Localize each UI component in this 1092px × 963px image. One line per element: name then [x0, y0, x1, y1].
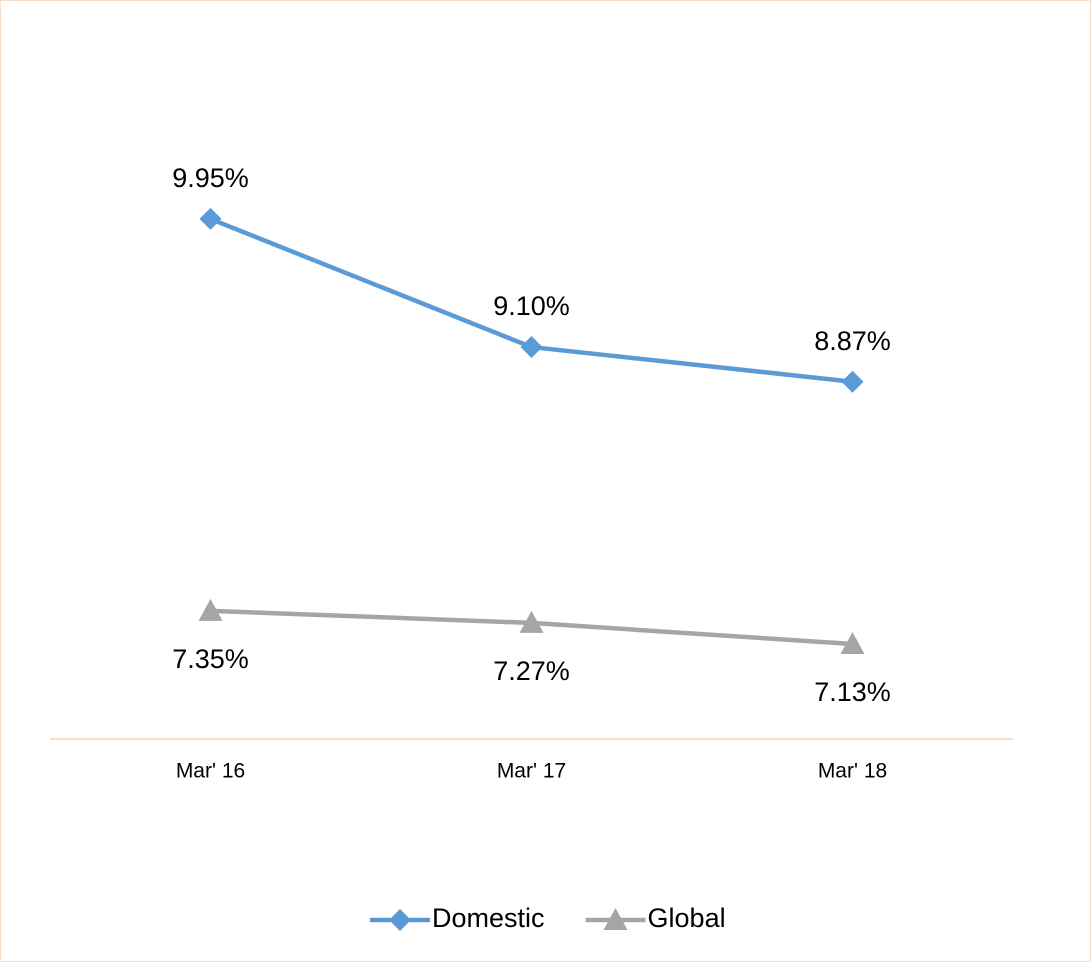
- diamond-marker: [841, 370, 864, 393]
- data-label: 8.87%: [814, 326, 891, 356]
- diamond-marker: [520, 336, 543, 359]
- x-tick-label: Mar' 16: [176, 760, 245, 783]
- x-tick-label: Mar' 18: [818, 760, 887, 783]
- data-label: 7.35%: [172, 644, 249, 674]
- x-tick-label: Mar' 17: [497, 760, 566, 783]
- data-label: 7.13%: [814, 677, 891, 707]
- triangle-marker: [840, 632, 865, 655]
- legend-label: Domestic: [432, 903, 545, 933]
- diamond-marker: [199, 207, 222, 230]
- data-label: 7.27%: [493, 656, 570, 686]
- legend-label: Global: [648, 903, 726, 933]
- data-label: 9.95%: [172, 163, 249, 193]
- triangle-marker: [198, 598, 223, 621]
- diamond-marker: [389, 909, 411, 931]
- triangle-marker: [603, 908, 628, 930]
- data-label: 9.10%: [493, 291, 570, 321]
- triangle-marker: [519, 610, 544, 633]
